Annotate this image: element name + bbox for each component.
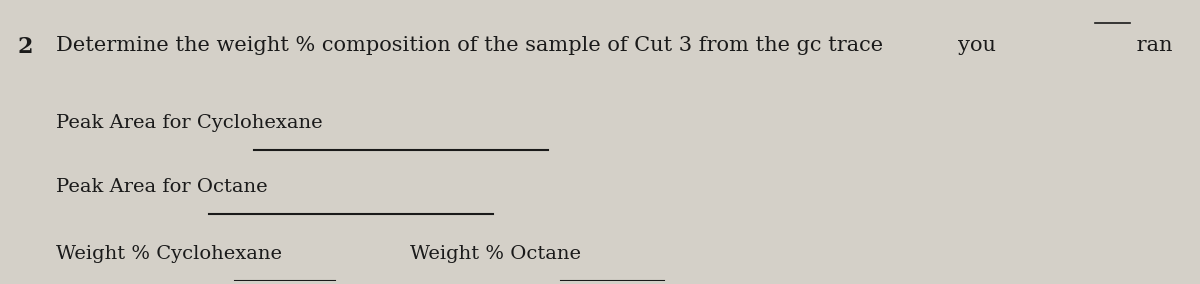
Text: Weight % Octane: Weight % Octane [410,245,581,263]
Text: 2: 2 [17,36,32,58]
Text: Peak Area for Cyclohexane: Peak Area for Cyclohexane [55,114,323,132]
Text: you: you [958,36,996,55]
Text: Peak Area for Octane: Peak Area for Octane [55,178,268,196]
Text: ran: ran [1130,36,1172,55]
Text: Determine the weight % composition of the sample of Cut 3 from the gc trace: Determine the weight % composition of th… [55,36,889,55]
Text: Weight % Cyclohexane: Weight % Cyclohexane [55,245,282,263]
